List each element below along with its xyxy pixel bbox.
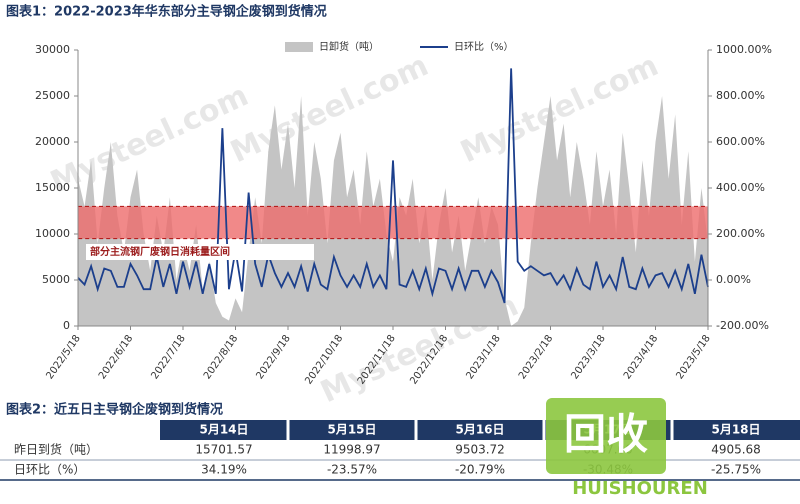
x-tick-label: 2022/5/18 (44, 333, 82, 381)
x-tick-label: 2022/9/18 (254, 333, 292, 381)
table-cell: 4905.68 (711, 443, 761, 457)
y2-tick-label: 200.00% (716, 227, 765, 240)
x-tick-label: 2022/7/18 (149, 333, 187, 381)
chart-title: 图表1：2022-2023年华东部分主导钢企废钢到货情况 (6, 4, 327, 20)
y-tick-label: 20000 (35, 135, 70, 148)
x-tick-label: 2023/4/18 (622, 333, 660, 381)
x-tick-label: 2023/2/18 (517, 333, 555, 381)
legend-label: 日环比（%） (454, 41, 514, 53)
logo-brand: HUISHOUREN (572, 478, 708, 499)
x-tick-label: 2022/8/18 (202, 333, 240, 381)
area (78, 96, 708, 326)
band-label-bg (86, 244, 314, 260)
table-cell: -20.79% (455, 463, 505, 477)
table-header: 5月16日 (455, 423, 504, 437)
band-label: 部分主流钢厂废钢日消耗量区间 (90, 245, 230, 258)
y-tick-label: 5000 (42, 273, 70, 286)
table-cell: 11998.97 (323, 443, 380, 457)
table-title: 图表2：近五日主导钢企废钢到货情况 (6, 402, 223, 418)
y2-tick-label: 600.00% (716, 135, 765, 148)
y2-tick-label: 0.00% (716, 273, 751, 286)
y-tick-label: 30000 (35, 43, 70, 56)
y2-tick-label: -200.00% (716, 319, 769, 332)
y2-tick-label: 400.00% (716, 181, 765, 194)
logo-box (546, 398, 666, 474)
y-tick-label: 10000 (35, 227, 70, 240)
legend-swatch (285, 42, 313, 52)
x-tick-label: 2023/3/18 (569, 333, 607, 381)
logo-text: 回收 (564, 410, 648, 459)
table-header: 5月18日 (711, 423, 760, 437)
y2-tick-label: 1000.00% (716, 43, 772, 56)
x-tick-label: 2022/6/18 (97, 333, 135, 381)
y-tick-label: 15000 (35, 181, 70, 194)
table-header: 5月14日 (199, 423, 248, 437)
line (77, 68, 709, 304)
watermark: Mysteel.com (225, 48, 433, 170)
legend-label: 日卸货（吨） (319, 40, 379, 53)
table-cell: 34.19% (201, 463, 247, 477)
band (77, 205, 709, 240)
y-tick-label: 0 (63, 319, 70, 332)
table-header: 5月15日 (327, 423, 376, 437)
table-cell: -23.57% (327, 463, 377, 477)
x-tick-label: 2023/5/18 (674, 333, 712, 381)
row-label: 昨日到货（吨） (14, 442, 98, 457)
table-cell: 9503.72 (455, 443, 505, 457)
row-label: 日环比（%） (14, 463, 85, 477)
table-cell: 15701.57 (195, 443, 252, 457)
y-tick-label: 25000 (35, 89, 70, 102)
y2-tick-label: 800.00% (716, 89, 765, 102)
table-cell: -25.75% (711, 463, 761, 477)
